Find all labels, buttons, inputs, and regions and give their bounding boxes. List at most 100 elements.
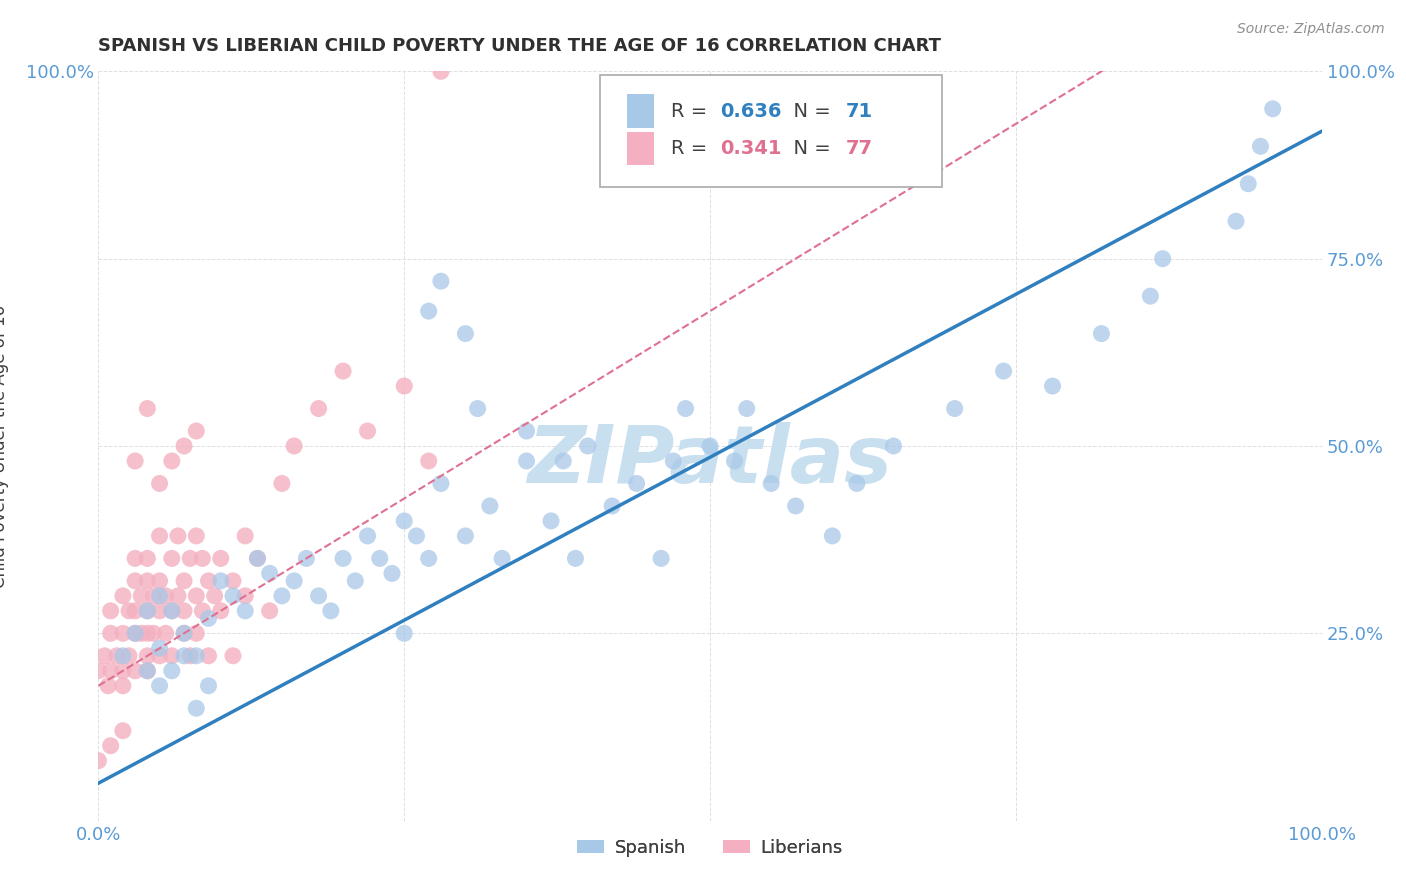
Point (167, 529, 190, 543)
Point (136, 664, 159, 678)
Point (845, 476, 868, 491)
Point (155, 626, 177, 640)
Point (204, 589, 226, 603)
Point (209, 574, 232, 588)
Point (149, 648, 172, 663)
Point (993, 364, 1015, 378)
Point (142, 626, 165, 640)
Point (1225, 214, 1247, 228)
Point (233, 529, 256, 543)
Point (283, 574, 305, 588)
Point (186, 626, 208, 640)
Point (626, 476, 648, 491)
Point (124, 626, 146, 640)
Point (149, 574, 172, 588)
Point (136, 574, 159, 588)
Point (100, 664, 122, 678)
FancyBboxPatch shape (627, 95, 654, 128)
Point (191, 551, 214, 566)
Point (761, 476, 783, 491)
Point (111, 648, 134, 663)
Point (197, 611, 219, 625)
Text: ZIPatlas: ZIPatlas (527, 422, 893, 500)
Text: R =: R = (671, 102, 713, 120)
Point (222, 648, 245, 663)
Point (222, 574, 245, 588)
Text: 77: 77 (846, 139, 873, 158)
Point (540, 514, 562, 528)
Point (418, 551, 440, 566)
Point (883, 439, 905, 453)
Point (515, 454, 537, 468)
Point (191, 604, 214, 618)
Point (149, 641, 172, 656)
Point (430, 274, 453, 288)
Point (430, 476, 453, 491)
FancyBboxPatch shape (600, 75, 942, 187)
Point (173, 626, 195, 640)
Legend: Spanish, Liberians: Spanish, Liberians (569, 831, 851, 864)
Point (173, 574, 195, 588)
FancyBboxPatch shape (627, 132, 654, 165)
Point (576, 439, 599, 453)
Point (136, 626, 159, 640)
Point (186, 701, 208, 715)
Point (785, 499, 807, 513)
Point (1152, 252, 1174, 266)
Point (1261, 102, 1284, 116)
Text: Source: ZipAtlas.com: Source: ZipAtlas.com (1237, 22, 1385, 37)
Point (87, 664, 110, 678)
Point (87, 754, 110, 768)
Point (308, 401, 330, 416)
Point (478, 499, 501, 513)
Point (160, 551, 183, 566)
Point (491, 551, 513, 566)
Point (149, 679, 172, 693)
Point (124, 551, 146, 566)
Point (136, 664, 159, 678)
Point (454, 326, 477, 341)
Point (209, 551, 232, 566)
Point (186, 424, 208, 438)
Text: N =: N = (780, 102, 837, 120)
Point (405, 529, 427, 543)
Point (136, 648, 159, 663)
Point (381, 566, 404, 581)
Point (124, 664, 146, 678)
Point (97, 679, 120, 693)
Point (467, 401, 489, 416)
Point (160, 604, 183, 618)
Point (197, 648, 219, 663)
Point (600, 499, 623, 513)
Point (173, 648, 195, 663)
Point (650, 551, 672, 566)
Point (392, 514, 416, 528)
Point (1090, 326, 1112, 341)
Point (259, 566, 281, 581)
Point (454, 529, 477, 543)
Text: R =: R = (671, 139, 713, 158)
Point (821, 529, 844, 543)
Text: SPANISH VS LIBERIAN CHILD POVERTY UNDER THE AGE OF 16 CORRELATION CHART: SPANISH VS LIBERIAN CHILD POVERTY UNDER … (98, 37, 942, 54)
Point (149, 476, 172, 491)
Point (111, 679, 134, 693)
Point (160, 664, 183, 678)
Point (173, 439, 195, 453)
Y-axis label: Child Poverty Under the Age of 16: Child Poverty Under the Age of 16 (0, 304, 8, 588)
Point (430, 64, 453, 78)
Point (179, 551, 201, 566)
Point (246, 551, 269, 566)
Point (118, 604, 141, 618)
Point (111, 626, 134, 640)
Point (368, 551, 391, 566)
Point (111, 664, 134, 678)
Point (173, 604, 195, 618)
Point (100, 739, 122, 753)
Point (675, 401, 697, 416)
Point (160, 454, 183, 468)
Point (173, 626, 195, 640)
Point (129, 626, 152, 640)
Point (344, 574, 367, 588)
Point (136, 604, 159, 618)
Point (332, 551, 354, 566)
